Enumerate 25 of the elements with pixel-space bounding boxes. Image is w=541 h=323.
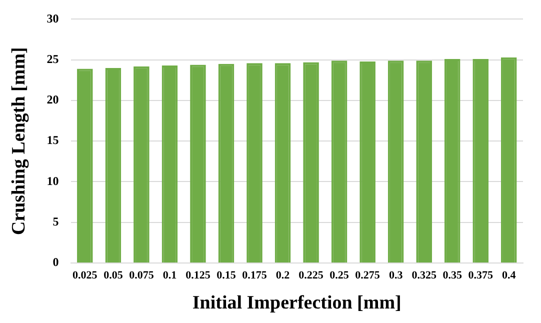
x-tick-label: 0.275 <box>355 269 380 282</box>
x-tick-label: 0.4 <box>502 269 516 282</box>
y-tick-label: 0 <box>52 255 59 270</box>
x-tick-label: 0.15 <box>216 269 236 282</box>
x-tick-label: 0.225 <box>298 269 324 282</box>
x-tick-label: 0.175 <box>242 269 268 282</box>
y-tick-label: 15 <box>46 133 59 148</box>
x-tick-label: 0.025 <box>72 269 98 282</box>
x-tick-label: 0.125 <box>186 269 211 282</box>
y-tick-label: 30 <box>46 11 59 26</box>
x-axis-title: Initial Imperfection [mm] <box>192 292 402 314</box>
y-tick-label: 10 <box>46 174 59 188</box>
x-tick-label: 0.35 <box>442 269 462 282</box>
x-tick-label: 0.2 <box>276 269 290 282</box>
y-tick-label: 20 <box>46 92 59 107</box>
x-tick-label: 0.375 <box>468 269 494 282</box>
y-axis-title: Crushing Length [mm] <box>8 47 30 236</box>
x-tick-label: 0.05 <box>104 269 124 282</box>
x-tick-label: 0.1 <box>162 269 177 282</box>
y-tick-label: 5 <box>52 214 59 228</box>
x-tick-label: 0.3 <box>388 269 404 282</box>
x-tick-label: 0.075 <box>129 269 154 282</box>
x-tick-label: 0.325 <box>412 269 437 282</box>
y-tick-label: 25 <box>46 52 59 66</box>
x-tick-label: 0.25 <box>330 269 350 282</box>
